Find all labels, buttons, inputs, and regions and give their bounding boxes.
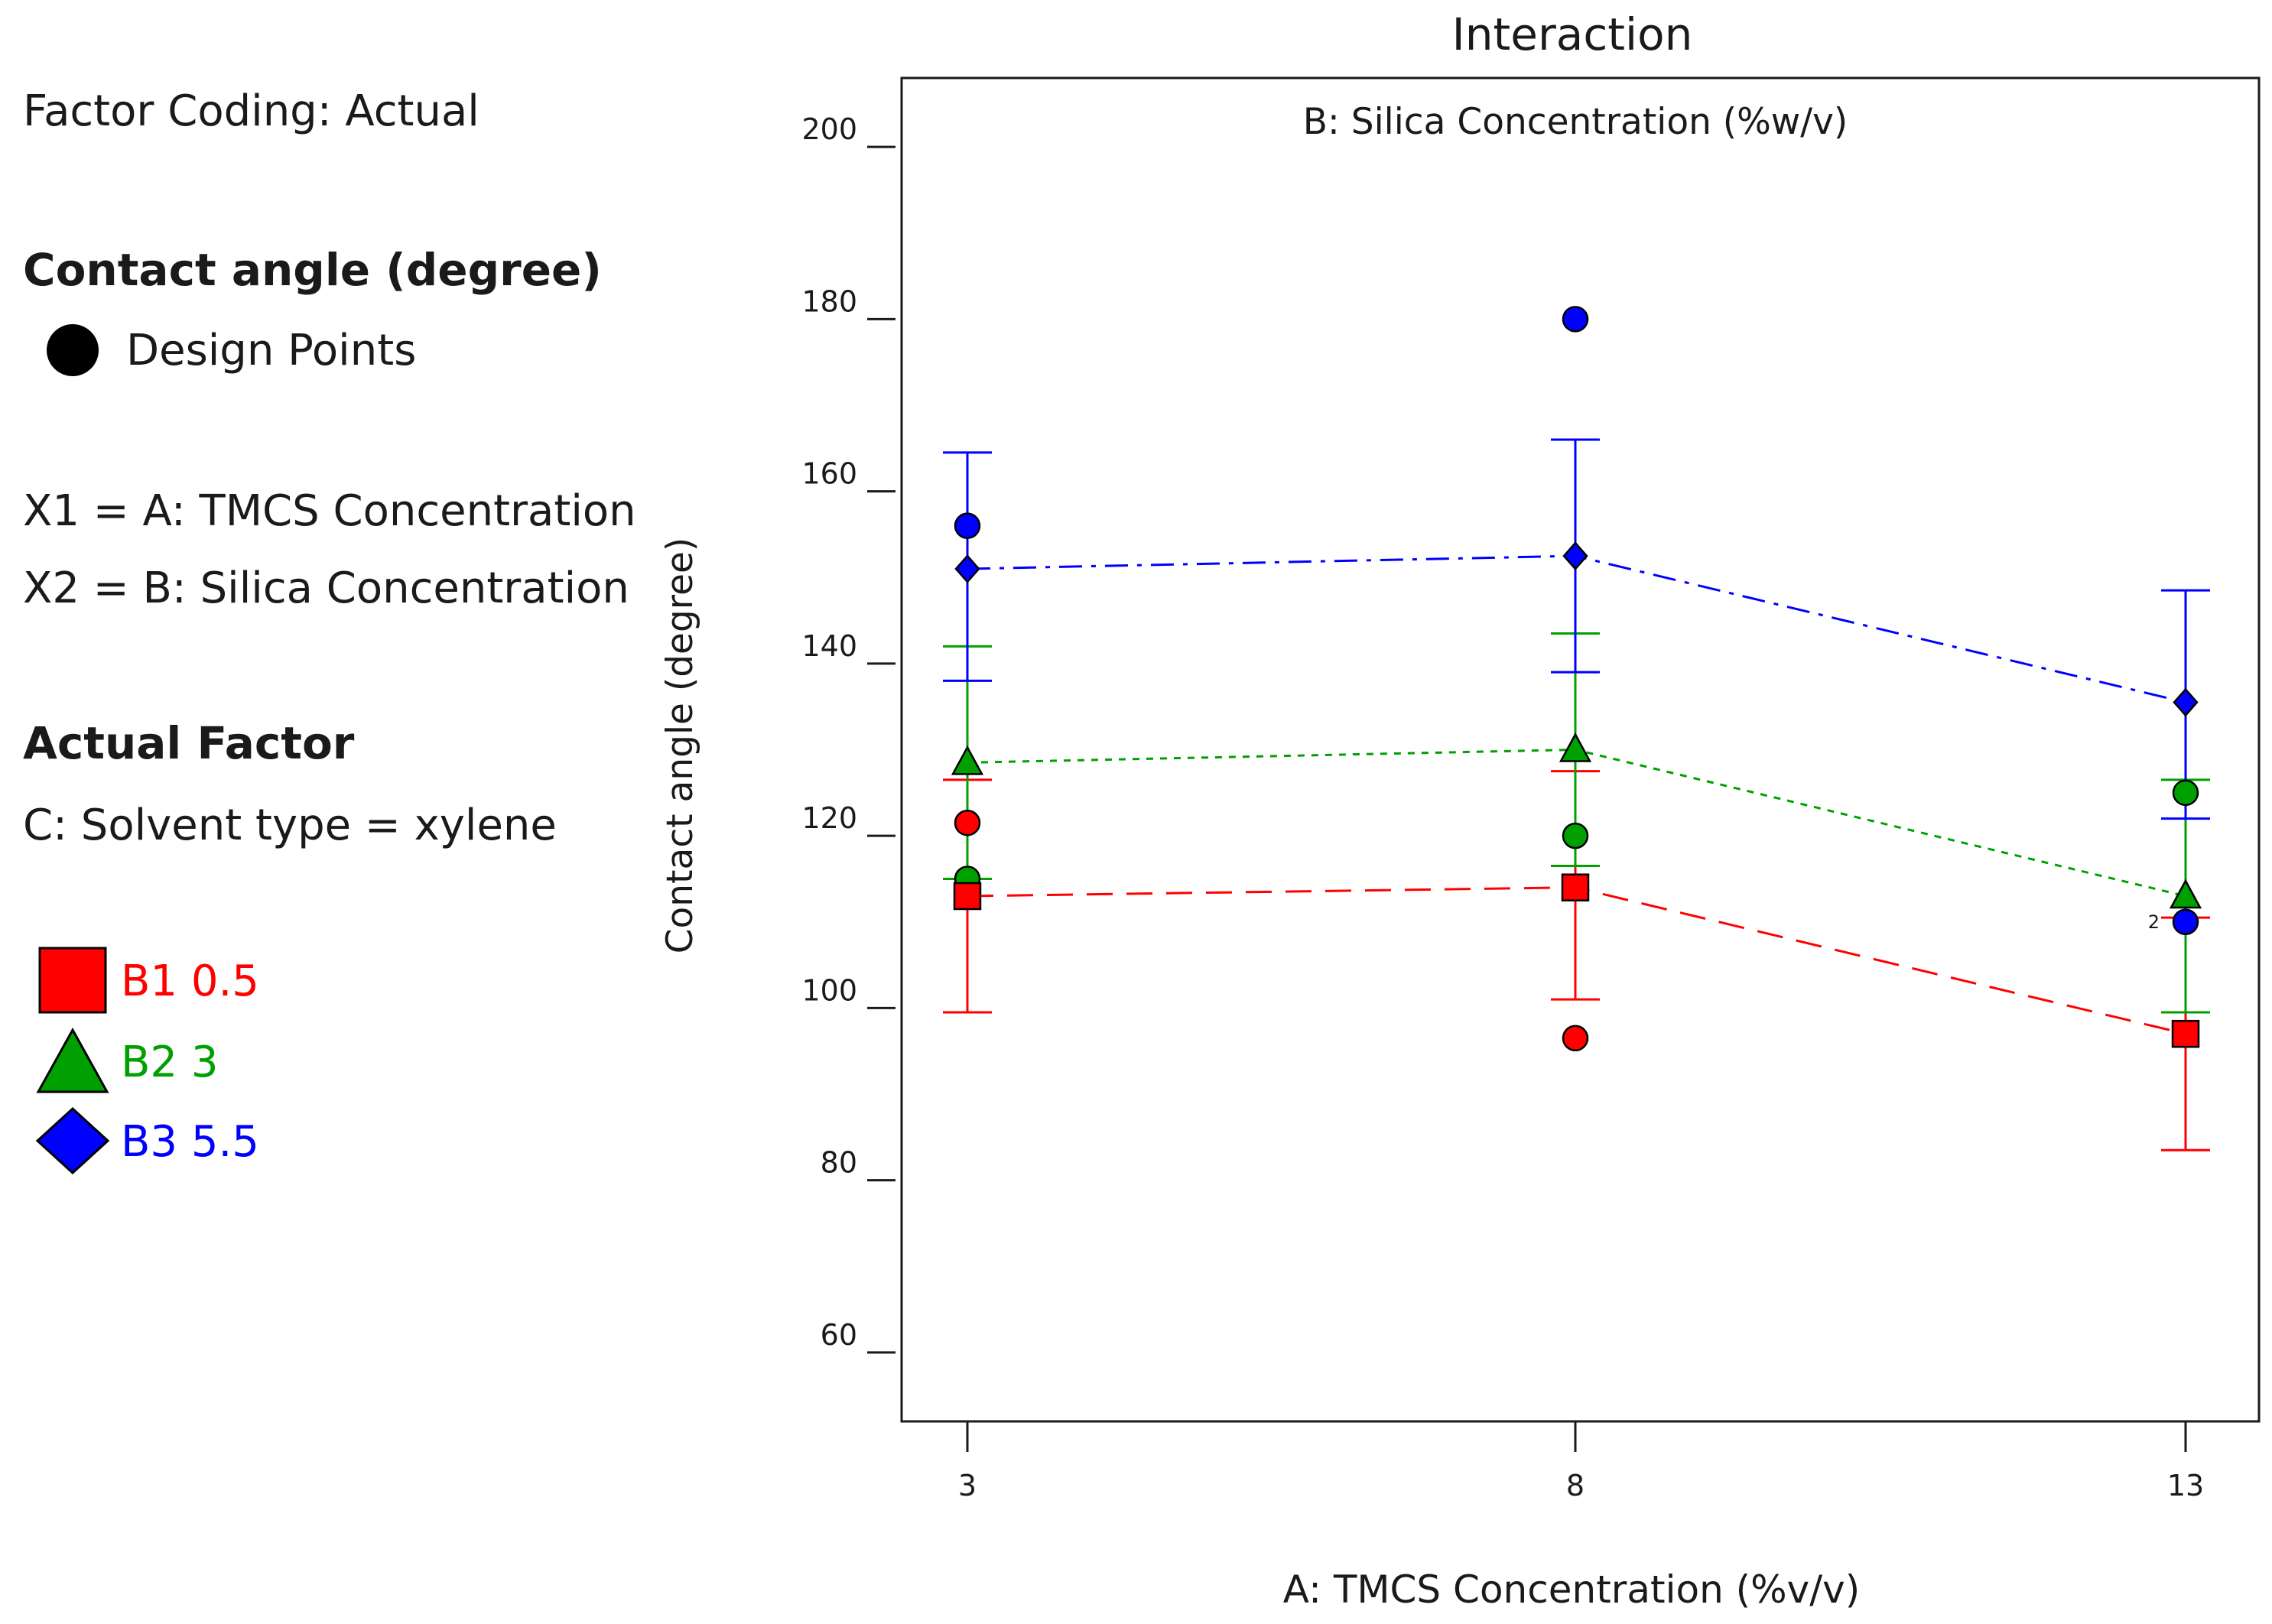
design-points-3: [954, 306, 2199, 936]
design-points-2: [954, 779, 2199, 892]
series-markers-3: [954, 541, 2199, 717]
y-tick-label: 180: [801, 284, 857, 318]
info-panel: Factor Coding: Actual Contact angle (deg…: [23, 86, 636, 1175]
series-marker: [1559, 732, 1592, 762]
series-marker: [953, 882, 982, 911]
design-points-legend-icon: [47, 324, 99, 376]
response-heading: Contact angle (degree): [23, 244, 602, 296]
series-marker: [951, 745, 984, 775]
series-legend: B1 0.5 B2 3 B3 5.5: [35, 947, 259, 1175]
chart-title: Interaction: [1452, 8, 1693, 60]
design-point: [1562, 822, 1589, 849]
plot-area: [900, 76, 2261, 1423]
x2-definition: X2 = B: Silica Concentration: [23, 564, 629, 613]
actual-factor-heading: Actual Factor: [23, 717, 355, 769]
series-marker: [954, 554, 980, 583]
x-tick-label: 13: [2167, 1469, 2204, 1502]
series-markers-1: [953, 873, 2200, 1048]
x1-definition: X1 = A: TMCS Concentration: [23, 486, 636, 536]
y-axis: 60 80 100 120 140 160 180 200: [801, 112, 895, 1354]
x-tick-label: 3: [958, 1469, 977, 1502]
y-tick-label: 100: [801, 973, 857, 1007]
y-tick-label: 200: [801, 112, 857, 146]
y-tick-label: 140: [801, 629, 857, 663]
x-tick-label: 8: [1566, 1469, 1585, 1502]
y-axis-label: Contact angle (degree): [659, 538, 701, 954]
design-point: [1562, 1025, 1589, 1052]
series-marker: [2173, 687, 2199, 717]
x-axis: 3 8 13: [958, 1421, 2204, 1502]
series-markers-2: [951, 732, 2202, 909]
y-tick-label: 120: [801, 801, 857, 835]
design-point: [1562, 306, 1589, 333]
series-marker: [1561, 873, 1590, 901]
design-points-label: Design Points: [126, 326, 416, 375]
annotation-count: 2: [2148, 911, 2160, 933]
y-tick-label: 80: [821, 1146, 857, 1180]
series-layer: 2: [943, 306, 2210, 1151]
legend-label-b3: B3 5.5: [121, 1117, 259, 1167]
legend-label-b1: B1 0.5: [121, 957, 259, 1006]
legend-diamond-icon: [35, 1106, 110, 1175]
chart-subtitle: B: Silica Concentration (%w/v): [1303, 101, 1848, 143]
series-marker: [2171, 1019, 2200, 1048]
series-marker: [1562, 541, 1588, 570]
design-point: [954, 809, 981, 836]
x-axis-label: A: TMCS Concentration (%v/v): [1283, 1567, 1860, 1612]
actual-factor-value: C: Solvent type = xylene: [23, 801, 557, 850]
factor-coding-text: Factor Coding: Actual: [23, 86, 479, 136]
series-marker: [2169, 879, 2202, 909]
legend-label-b2: B2 3: [121, 1038, 218, 1087]
y-tick-label: 60: [821, 1318, 857, 1352]
legend-triangle-icon: [36, 1027, 109, 1093]
design-point: [2172, 908, 2199, 936]
y-tick-label: 160: [801, 457, 857, 491]
design-point: [2172, 779, 2199, 807]
legend-square-icon: [38, 947, 107, 1014]
design-points-1: [954, 809, 1589, 1052]
design-point: [954, 512, 981, 539]
